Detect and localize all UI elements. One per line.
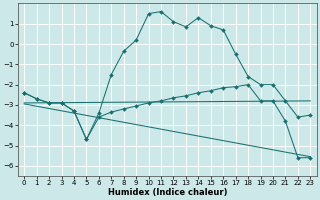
X-axis label: Humidex (Indice chaleur): Humidex (Indice chaleur) <box>108 188 227 197</box>
